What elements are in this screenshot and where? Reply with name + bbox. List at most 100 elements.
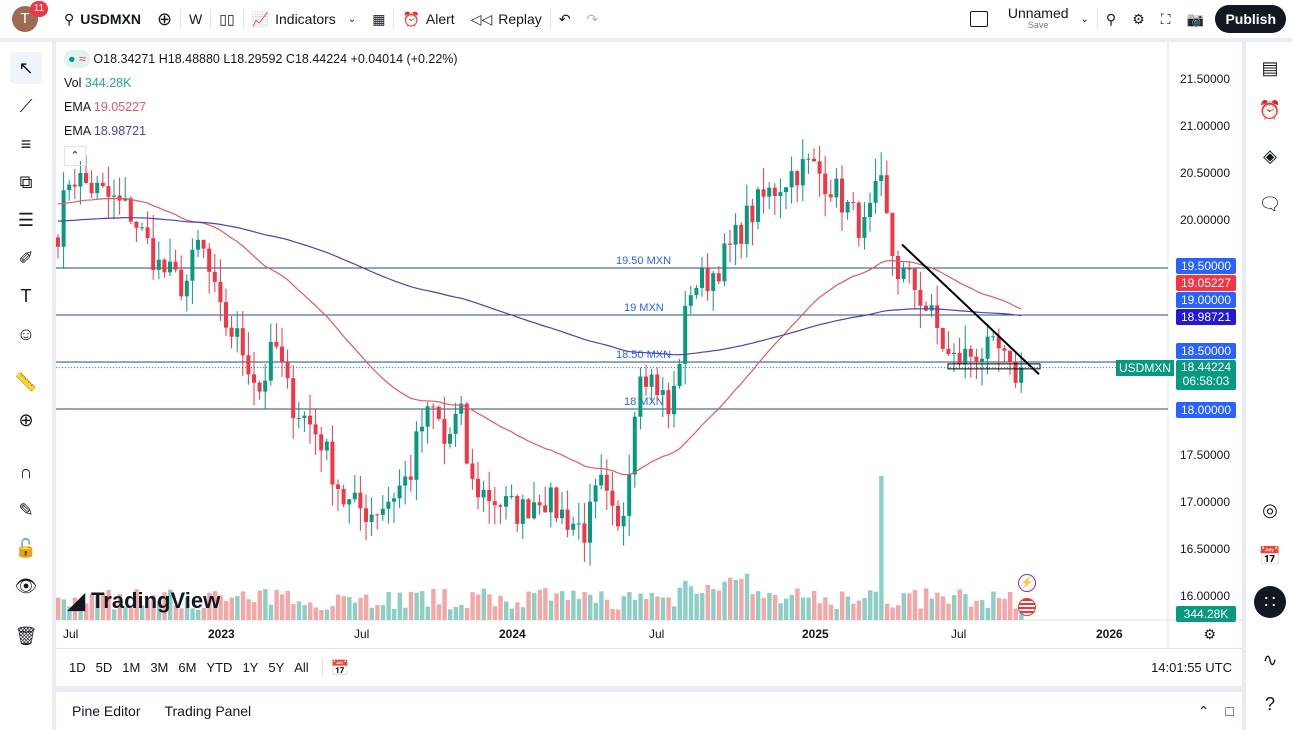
cursor-tool[interactable]: ↖: [10, 52, 42, 84]
volume-bar: [952, 595, 957, 620]
alert-button[interactable]: ⏰ Alert: [402, 10, 455, 28]
candle-body: [565, 509, 570, 530]
volume-bar: [459, 605, 464, 620]
candle-body: [823, 173, 828, 195]
horizontal-lines-tool[interactable]: ≡: [10, 128, 42, 160]
replay-button[interactable]: ◁◁ Replay: [470, 10, 542, 28]
target-button[interactable]: ◎: [1254, 494, 1286, 526]
maximize-panel-button[interactable]: □: [1218, 692, 1242, 730]
tab-pine-editor[interactable]: Pine Editor: [72, 703, 141, 719]
candle-body: [548, 487, 553, 513]
volume-bar: [330, 606, 335, 620]
snapshot-button[interactable]: 📷: [1179, 0, 1212, 38]
chat-button[interactable]: 🗨: [1254, 188, 1286, 220]
price-axis-label: 16.00000: [1179, 589, 1230, 603]
lock-tool[interactable]: 🔓: [10, 532, 42, 564]
us-flag-icon[interactable]: [1018, 598, 1036, 616]
publish-button[interactable]: Publish: [1215, 5, 1286, 33]
volume-bar: [408, 591, 414, 620]
date-range-icon[interactable]: 📅: [330, 659, 350, 677]
rectangle-drawing[interactable]: [947, 363, 1041, 370]
indicators-button[interactable]: 📈 Indicators ⌄: [251, 10, 357, 28]
timeframe-1d[interactable]: 1D: [69, 660, 86, 675]
lock-drawing-tool[interactable]: ✎: [10, 494, 42, 526]
templates-button[interactable]: ▦: [364, 0, 393, 38]
undo-button[interactable]: ↶: [551, 0, 579, 38]
candle-body: [268, 341, 273, 381]
collapse-panel-button[interactable]: ⌃: [1190, 692, 1218, 730]
candle-body: [492, 501, 497, 506]
volume-bar: [302, 604, 307, 620]
candle-body: [666, 390, 671, 415]
interval-button[interactable]: W: [189, 11, 203, 27]
products-button[interactable]: ∷: [1254, 586, 1286, 618]
status-dot-icon: ● ≈: [64, 50, 90, 68]
layout-button[interactable]: Unnamed Save ⌄: [962, 0, 1097, 38]
volume-bar: [996, 598, 1002, 620]
timeframe-all[interactable]: All: [294, 660, 309, 675]
calendar-button[interactable]: 📅: [1254, 540, 1286, 572]
text-tool[interactable]: T: [10, 280, 42, 312]
timeframe-5d[interactable]: 5D: [95, 660, 113, 675]
candle-body: [364, 508, 368, 522]
watchlist-button[interactable]: ▤: [1254, 52, 1286, 84]
brush-tool[interactable]: ✐: [10, 242, 42, 274]
trendline-tool[interactable]: ⟋: [10, 90, 42, 122]
event-flash-icon[interactable]: ⚡: [1018, 574, 1036, 592]
top-toolbar: T 11 ⚲ USDMXN ⊕ W ▯▯ 📈 Indicators ⌄ ▦ ⏰ Alert…: [0, 0, 1292, 38]
volume-bar: [565, 599, 570, 620]
quick-search-button[interactable]: ⚲: [1098, 0, 1124, 38]
timeframe-6m[interactable]: 6M: [178, 660, 197, 675]
magnet-tool[interactable]: ∩: [10, 456, 42, 488]
volume-bar: [918, 608, 923, 620]
volume-bar: [784, 598, 789, 620]
fib-tool[interactable]: ☰: [10, 204, 42, 236]
ema-fast-line[interactable]: [57, 197, 1022, 476]
fullscreen-button[interactable]: ⛶: [1153, 0, 1179, 38]
timeframe-3m[interactable]: 3M: [150, 660, 169, 675]
remove-drawings-tool[interactable]: 🗑: [10, 620, 42, 652]
candle-body: [946, 348, 951, 354]
settings-icon[interactable]: ⚙: [1203, 626, 1216, 642]
price-axis-label: 21.00000: [1179, 119, 1230, 133]
volume-bar: [397, 592, 402, 620]
timeframe-1m[interactable]: 1M: [122, 660, 141, 675]
ema-slow-line[interactable]: [57, 217, 1022, 356]
candle-body: [145, 227, 150, 239]
volume-bar: [644, 599, 649, 620]
measure-tool[interactable]: 📏: [10, 366, 42, 398]
clock[interactable]: 14:01:55 UTC: [1151, 660, 1232, 675]
volume-bar: [616, 609, 621, 620]
emoji-tool[interactable]: ☺: [10, 318, 42, 350]
trendline-drawing[interactable]: [901, 243, 1040, 375]
volume-bar: [946, 603, 951, 620]
visibility-tool[interactable]: 👁: [10, 570, 42, 602]
candle-body: [1002, 348, 1007, 351]
timeframe-5y[interactable]: 5Y: [268, 660, 285, 675]
timeframe-ytd[interactable]: YTD: [206, 660, 233, 675]
volume-bar: [212, 591, 218, 620]
candle-body: [296, 418, 301, 420]
broadcast-button[interactable]: ∿: [1254, 644, 1286, 676]
compare-button[interactable]: ⊕: [149, 0, 180, 38]
collapse-legend-button[interactable]: ⌃: [64, 146, 86, 166]
settings-button[interactable]: ⚙: [1124, 0, 1153, 38]
tab-trading-panel[interactable]: Trading Panel: [164, 703, 252, 719]
candle-body: [285, 361, 290, 379]
zoom-tool[interactable]: ⊕: [10, 404, 42, 436]
chart-type-button[interactable]: ▯▯: [211, 0, 242, 38]
volume-bar: [873, 591, 878, 620]
symbol-search[interactable]: ⚲ USDMXN: [64, 10, 141, 28]
pattern-tool[interactable]: ⧉: [10, 166, 42, 198]
volume-bar: [537, 590, 542, 620]
layers-button[interactable]: ◈: [1254, 140, 1286, 172]
help-button[interactable]: ?: [1254, 688, 1286, 720]
level-tag-18-5: 18.50000: [1176, 343, 1236, 359]
magnet-icon: ∩: [19, 461, 33, 482]
chart-area[interactable]: 19.50 MXN 19 MXN 18.50 MXN 18 MXN ● ≈ O18.3…: [56, 42, 1242, 686]
gear-icon: ⚙: [1132, 10, 1145, 27]
alerts-button[interactable]: ⏰: [1254, 94, 1286, 126]
redo-button[interactable]: ↷: [579, 0, 607, 38]
timeframe-1y[interactable]: 1Y: [242, 660, 259, 675]
